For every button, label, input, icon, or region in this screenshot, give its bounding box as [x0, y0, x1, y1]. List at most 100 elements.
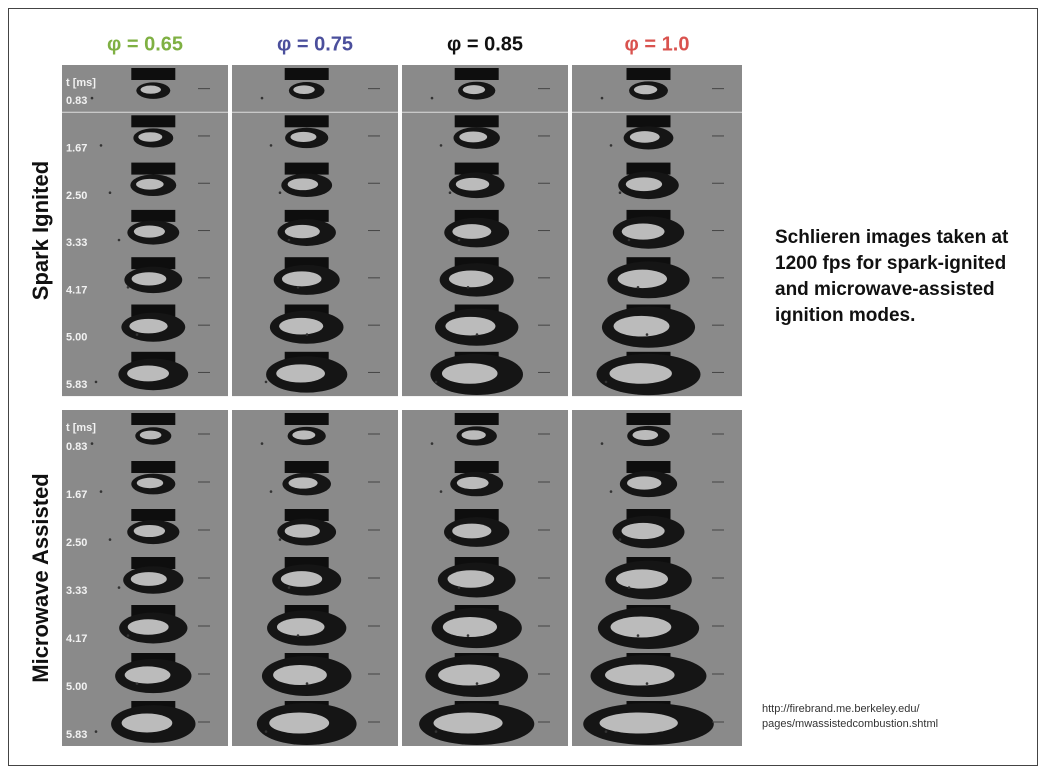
- electrode: [455, 461, 499, 473]
- electrode: [131, 115, 175, 127]
- source-line: pages/mwassistedcombustion.shtml: [762, 717, 938, 732]
- dot: [637, 634, 640, 637]
- electrode: [285, 461, 329, 473]
- flame-highlight: [282, 271, 322, 286]
- time-label: 2.50: [66, 537, 87, 549]
- dot: [118, 239, 121, 242]
- flame-highlight: [452, 524, 491, 539]
- dot: [610, 144, 613, 147]
- section-label: Spark Ignited: [28, 161, 53, 300]
- flame-highlight: [443, 617, 497, 637]
- electrode: [455, 68, 499, 80]
- dot: [610, 490, 613, 493]
- schlieren-figure: φ = 0.65φ = 0.75φ = 0.85φ = 1.0t [ms]0.8…: [0, 0, 1047, 776]
- dot: [440, 490, 443, 493]
- column-header: φ = 0.85: [447, 33, 523, 55]
- dot: [646, 333, 649, 336]
- dot: [619, 191, 622, 194]
- flame-highlight: [140, 431, 162, 440]
- flame-highlight: [285, 225, 320, 238]
- flame-highlight: [293, 85, 314, 94]
- dot: [306, 333, 309, 336]
- flame-highlight: [627, 476, 661, 489]
- dot: [95, 381, 98, 384]
- dot: [118, 586, 121, 589]
- figure-page: φ = 0.65φ = 0.75φ = 0.85φ = 1.0t [ms]0.8…: [0, 0, 1047, 776]
- dot: [646, 682, 649, 685]
- flame-highlight: [433, 713, 502, 734]
- time-label: 0.83: [66, 95, 87, 107]
- dot: [458, 586, 461, 589]
- flame-highlight: [622, 223, 665, 239]
- dot: [628, 586, 631, 589]
- flame-highlight: [134, 226, 165, 238]
- flame-highlight: [626, 177, 662, 191]
- time-header: t [ms]: [66, 422, 96, 434]
- time-label: 4.17: [66, 284, 87, 296]
- dot: [265, 381, 268, 384]
- time-label: 5.00: [66, 681, 87, 693]
- flame-highlight: [463, 85, 485, 94]
- flame-highlight: [616, 569, 668, 588]
- time-label: 5.83: [66, 729, 87, 741]
- electrode: [131, 68, 175, 80]
- time-header: t [ms]: [66, 77, 96, 89]
- flame-highlight: [438, 665, 500, 686]
- flame-highlight: [141, 86, 161, 94]
- dot: [467, 634, 470, 637]
- electrode: [285, 115, 329, 127]
- dot: [127, 634, 130, 637]
- electrode: [455, 115, 499, 127]
- section-label: Microwave Assisted: [28, 473, 53, 683]
- dot: [449, 191, 452, 194]
- dot: [261, 442, 264, 445]
- flame-highlight: [269, 713, 329, 734]
- dot: [91, 97, 94, 100]
- dot: [136, 333, 139, 336]
- flame-highlight: [630, 131, 660, 143]
- flame-highlight: [125, 666, 171, 683]
- dot: [306, 682, 309, 685]
- flame-highlight: [289, 477, 318, 488]
- dot: [279, 538, 282, 541]
- time-label: 5.83: [66, 379, 87, 391]
- dot: [605, 381, 608, 384]
- dot: [637, 286, 640, 289]
- column-header: φ = 1.0: [625, 33, 690, 55]
- flame-highlight: [127, 366, 169, 382]
- electrode: [131, 210, 175, 222]
- flame-highlight: [462, 430, 486, 440]
- electrode: [131, 163, 175, 175]
- dot: [91, 442, 94, 445]
- flame-highlight: [634, 85, 657, 94]
- dot: [95, 730, 98, 733]
- dot: [109, 538, 112, 541]
- dot: [279, 191, 282, 194]
- dot: [109, 191, 112, 194]
- dot: [100, 490, 103, 493]
- flame-highlight: [134, 525, 165, 537]
- flame-highlight: [448, 570, 495, 587]
- flame-highlight: [610, 363, 672, 384]
- source: http://firebrand.me.berkeley.edu/ pages/…: [762, 702, 938, 732]
- flame-highlight: [622, 523, 665, 539]
- dot: [261, 97, 264, 100]
- dot: [288, 586, 291, 589]
- electrode: [627, 115, 671, 127]
- flame-highlight: [132, 272, 167, 285]
- column-header: φ = 0.65: [107, 33, 183, 55]
- caption: Schlieren images taken at 1200 fps for s…: [775, 225, 1015, 329]
- flame-highlight: [128, 619, 169, 634]
- dot: [601, 442, 604, 445]
- flame-highlight: [138, 132, 162, 142]
- dot: [467, 286, 470, 289]
- flame-highlight: [600, 713, 678, 734]
- electrode: [627, 68, 671, 80]
- flame-highlight: [285, 524, 320, 537]
- flame-highlight: [288, 178, 318, 190]
- flame-highlight: [457, 477, 489, 489]
- dot: [127, 286, 130, 289]
- dot: [628, 239, 631, 242]
- dot: [435, 381, 438, 384]
- time-label: 2.50: [66, 190, 87, 202]
